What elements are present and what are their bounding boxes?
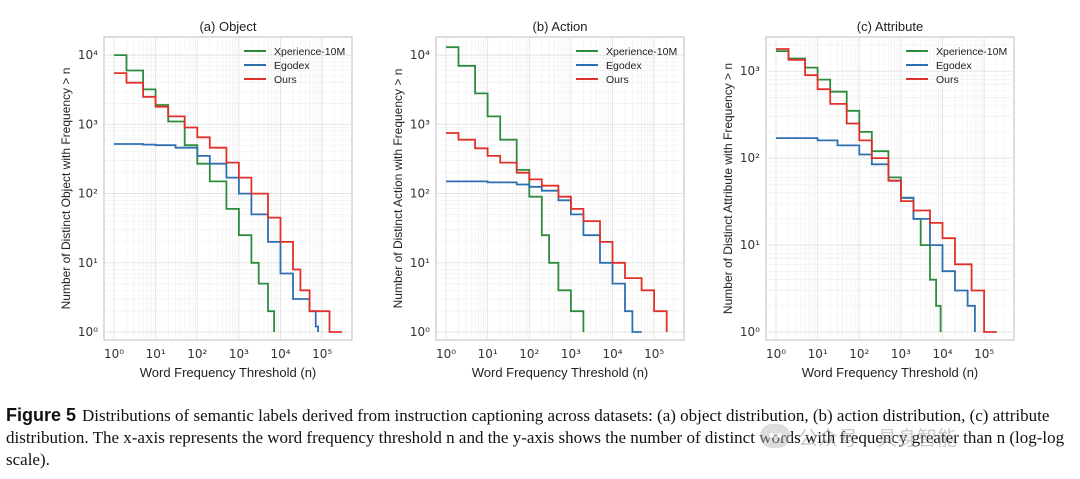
x-tick-label: 10² — [187, 347, 207, 361]
legend-label: Ours — [274, 74, 297, 86]
x-tick-label: 10² — [519, 347, 539, 361]
legend-label: Xperience-10M — [606, 46, 677, 58]
caption-text: Distributions of semantic labels derived… — [6, 406, 1065, 469]
x-tick-label: 10⁵ — [974, 347, 994, 361]
x-tick-label: 10¹ — [146, 347, 166, 361]
x-axis-label: Word Frequency Threshold (n) — [140, 365, 317, 380]
x-tick-label: 10³ — [229, 347, 249, 361]
x-tick-label: 10⁵ — [644, 347, 664, 361]
series-line-ours — [114, 72, 342, 333]
figure-panels: 10⁰ 10¹ 10² 10³ 10⁴ 10⁵ 10⁰ 10¹ 10² 10³ 10⁴ Xperien… — [59, 19, 1015, 380]
y-tick-label: 10⁴ — [78, 48, 98, 62]
x-tick-label: 10⁴ — [602, 347, 622, 361]
legend-label: Xperience-10M — [936, 46, 1007, 58]
y-tick-label: 10¹ — [410, 256, 430, 270]
series-line-ours — [776, 48, 997, 333]
x-tick-label: 10⁰ — [436, 347, 456, 361]
chart-title: (b) Action — [533, 19, 588, 34]
y-tick-label: 10³ — [78, 117, 98, 131]
x-tick-label: 10³ — [561, 347, 581, 361]
y-axis-label: Number of Distinct Action with Frequency… — [391, 69, 405, 309]
x-axis-label: Word Frequency Threshold (n) — [802, 365, 979, 380]
series-line-ours — [446, 132, 668, 332]
y-axis-label: Number of Distinct Attribute with Freque… — [721, 63, 735, 314]
chart-panel-2: 10⁰ 10¹ 10² 10³ 10⁴ 10⁵ 10⁰ 10¹ 10² 10³ 10⁴ Xperien… — [391, 19, 685, 380]
y-tick-label: 10¹ — [740, 238, 760, 252]
plot-area — [765, 36, 1015, 341]
x-tick-label: 10² — [849, 347, 869, 361]
series-line-xperience-10m — [446, 46, 585, 332]
legend-label: Ours — [936, 74, 959, 86]
chart-panel-1: 10⁰ 10¹ 10² 10³ 10⁴ 10⁵ 10⁰ 10¹ 10² 10³ 10⁴ Xperien… — [59, 19, 353, 380]
x-tick-label: 10⁴ — [932, 347, 952, 361]
y-tick-label: 10¹ — [78, 256, 98, 270]
caption-label: Figure 5 — [6, 405, 77, 425]
x-tick-label: 10⁰ — [104, 347, 124, 361]
x-tick-label: 10¹ — [478, 347, 498, 361]
x-tick-label: 10⁴ — [270, 347, 290, 361]
x-tick-label: 10³ — [891, 347, 911, 361]
x-tick-label: 10¹ — [808, 347, 828, 361]
x-tick-label: 10⁵ — [312, 347, 332, 361]
y-tick-label: 10² — [410, 187, 430, 201]
chart-title: (a) Object — [199, 19, 256, 34]
y-tick-label: 10⁰ — [740, 325, 760, 339]
legend-label: Egodex — [274, 60, 310, 72]
legend-label: Ours — [606, 74, 629, 86]
y-tick-label: 10³ — [410, 117, 430, 131]
y-tick-label: 10⁰ — [410, 325, 430, 339]
x-tick-label: 10⁰ — [766, 347, 786, 361]
y-tick-label: 10⁰ — [78, 325, 98, 339]
legend-label: Egodex — [606, 60, 642, 72]
plot-area — [103, 36, 353, 341]
y-axis-label: Number of Distinct Object with Frequency… — [59, 68, 73, 310]
figure-caption: Figure 5 Distributions of semantic labels… — [6, 404, 1074, 471]
y-tick-label: 10² — [78, 187, 98, 201]
y-tick-label: 10² — [740, 151, 760, 165]
x-axis-label: Word Frequency Threshold (n) — [472, 365, 649, 380]
legend-label: Egodex — [936, 60, 972, 72]
legend-label: Xperience-10M — [274, 46, 345, 58]
y-tick-label: 10³ — [740, 64, 760, 78]
chart-title: (c) Attribute — [857, 19, 923, 34]
y-tick-label: 10⁴ — [410, 48, 430, 62]
chart-panel-3: 10⁰ 10¹ 10² 10³ 10⁴ 10⁵ 10⁰ 10¹ 10² 10³ Xperience-… — [721, 19, 1015, 380]
